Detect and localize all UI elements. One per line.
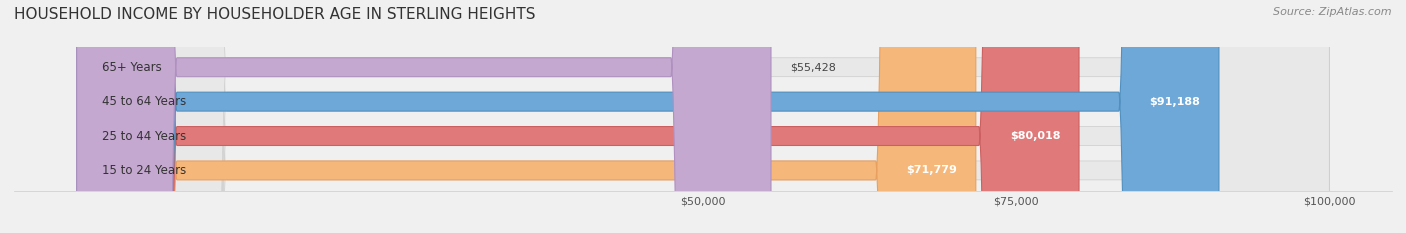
Text: Source: ZipAtlas.com: Source: ZipAtlas.com <box>1274 7 1392 17</box>
FancyBboxPatch shape <box>77 0 1329 233</box>
FancyBboxPatch shape <box>77 0 770 233</box>
Text: $80,018: $80,018 <box>1010 131 1060 141</box>
FancyBboxPatch shape <box>77 0 1078 233</box>
FancyBboxPatch shape <box>77 0 1329 233</box>
Text: $71,779: $71,779 <box>905 165 957 175</box>
Text: 45 to 64 Years: 45 to 64 Years <box>101 95 186 108</box>
Text: 65+ Years: 65+ Years <box>101 61 162 74</box>
Text: 25 to 44 Years: 25 to 44 Years <box>101 130 186 143</box>
FancyBboxPatch shape <box>77 0 976 233</box>
FancyBboxPatch shape <box>77 0 1329 233</box>
Text: $91,188: $91,188 <box>1149 97 1201 107</box>
Text: $55,428: $55,428 <box>790 62 835 72</box>
FancyBboxPatch shape <box>77 0 1329 233</box>
Text: HOUSEHOLD INCOME BY HOUSEHOLDER AGE IN STERLING HEIGHTS: HOUSEHOLD INCOME BY HOUSEHOLDER AGE IN S… <box>14 7 536 22</box>
Text: 15 to 24 Years: 15 to 24 Years <box>101 164 186 177</box>
FancyBboxPatch shape <box>77 0 1219 233</box>
